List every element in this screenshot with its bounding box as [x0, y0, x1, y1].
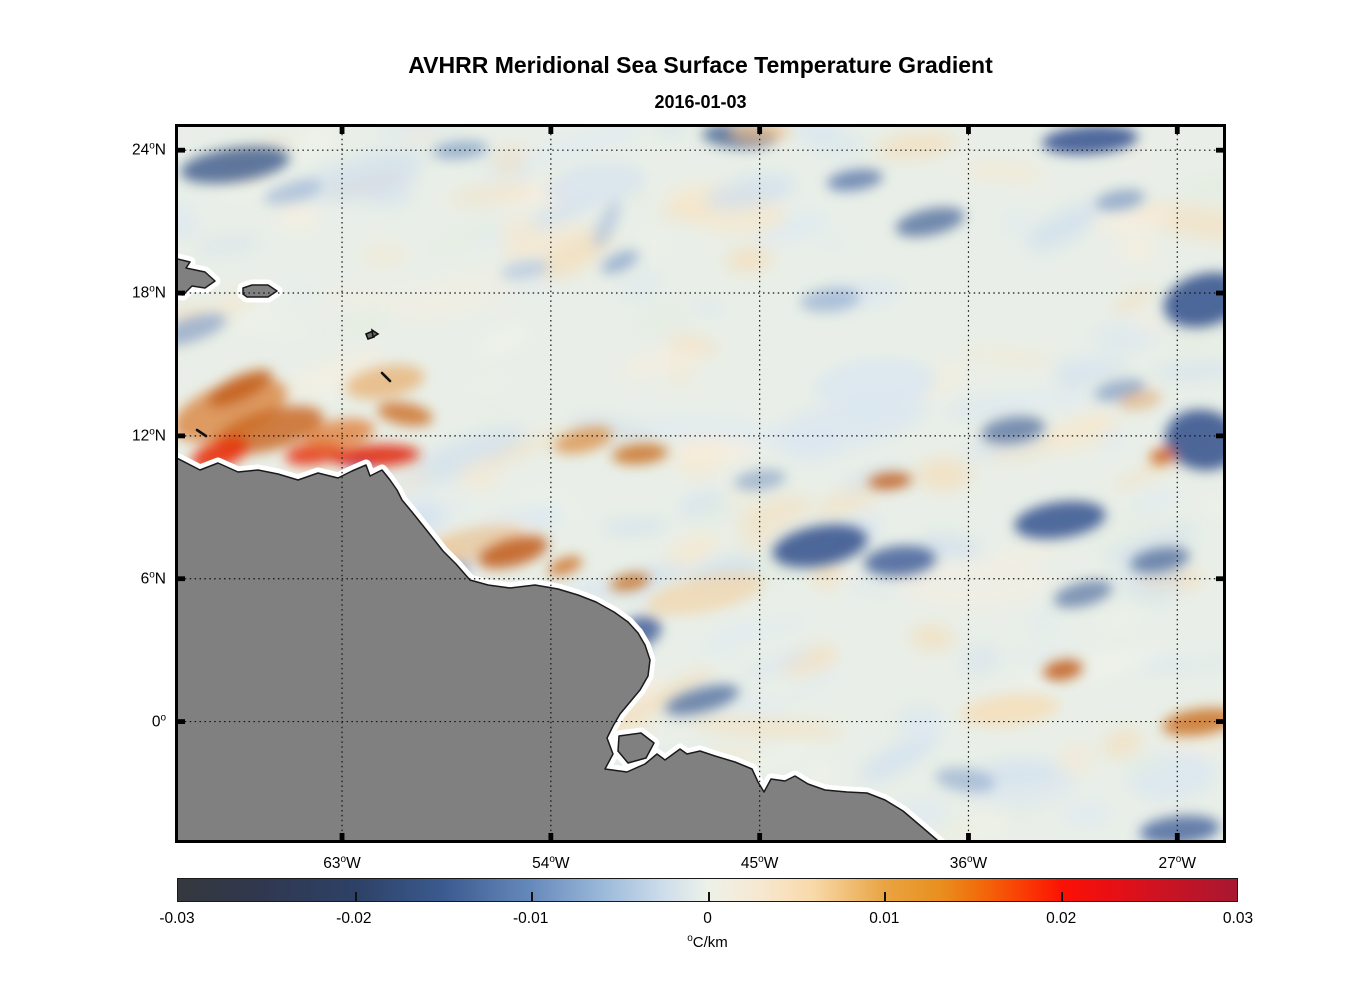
colorbar	[177, 878, 1238, 902]
land-puerto-rico	[242, 284, 278, 298]
graticule	[175, 124, 1226, 843]
lat-tick-label-24N: 24oN	[131, 140, 166, 159]
lon-tick-label-27W: 27oW	[1158, 854, 1196, 873]
colorbar-tick	[884, 892, 886, 901]
colorbar-tick	[707, 892, 710, 901]
axis-ticks	[175, 124, 1226, 843]
lon-tick-label-54W: 54oW	[532, 854, 570, 873]
plot-frame	[175, 124, 1226, 843]
colorbar-tick-label-0.02: 0.02	[1046, 910, 1077, 927]
lat-tick-label-18N: 18oN	[131, 283, 166, 302]
colorbar-unit-label: oC/km	[687, 933, 728, 951]
chart-title: AVHRR Meridional Sea Surface Temperature…	[408, 52, 993, 78]
colorbar-tick-label--0.02: -0.02	[336, 910, 372, 927]
chart-subtitle: 2016-01-03	[654, 92, 747, 112]
land-masses	[175, 252, 949, 843]
colorbar-tick	[1060, 892, 1063, 901]
colorbar-tick	[531, 892, 533, 901]
land-continent	[175, 456, 942, 843]
colorbar-tick-label-0: 0	[703, 910, 712, 927]
gradient-features	[175, 124, 1226, 843]
lat-tick-label-0: 0o	[151, 712, 166, 731]
sst-gradient-field	[175, 124, 1226, 843]
lon-tick-label-36W: 36oW	[949, 854, 988, 873]
lat-tick-label-6N: 6oN	[140, 569, 166, 588]
lat-tick-label-12N: 12oN	[131, 426, 166, 445]
land-marajo	[617, 732, 655, 764]
colorbar-tick	[354, 892, 357, 901]
islet-guadeloupe-b	[370, 328, 380, 339]
lon-tick-label-45W: 45oW	[740, 854, 779, 873]
islet-martinique	[380, 371, 392, 383]
colorbar-tick-label--0.03: -0.03	[159, 910, 195, 927]
islet-curacao	[195, 428, 208, 438]
colorbar-tick-label--0.01: -0.01	[512, 910, 549, 927]
colorbar-tick-label-0.01: 0.01	[869, 910, 900, 927]
colorbar-tick-label-0.03: 0.03	[1222, 910, 1254, 927]
map-plot	[175, 124, 1226, 843]
land-hispaniola	[175, 257, 216, 296]
lon-tick-label-63W: 63oW	[323, 854, 361, 873]
